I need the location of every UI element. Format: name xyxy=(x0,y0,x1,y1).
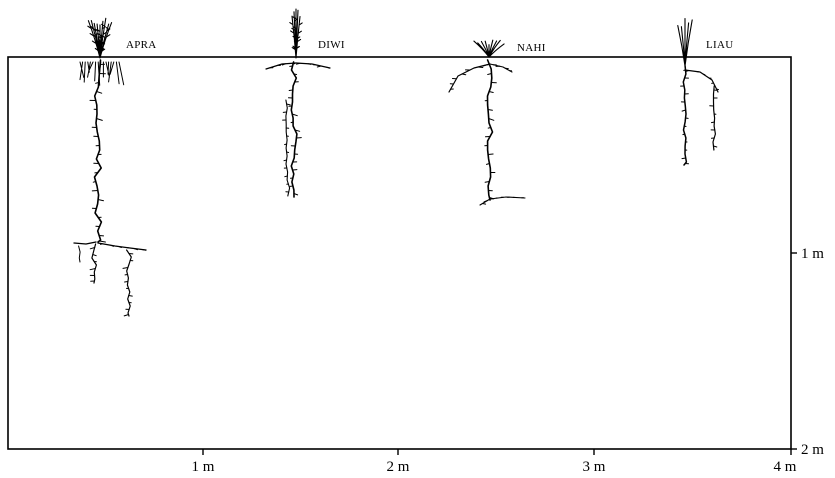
diwi-secondary xyxy=(285,99,291,197)
nahi-lateral-left xyxy=(448,63,491,93)
diwi-taproot-hairs xyxy=(288,65,302,196)
liau-branch-hairs xyxy=(709,89,718,148)
apra-taproot xyxy=(93,59,103,243)
apra-branch-a xyxy=(91,243,97,284)
apra-taproot-hairs xyxy=(89,63,106,243)
plant-apra-root-system xyxy=(73,17,147,317)
plant-label-nahi: NAHI xyxy=(517,42,546,54)
apra-branch-b-hairs xyxy=(122,253,134,317)
x-tick-label-2m: 2 m xyxy=(387,459,410,475)
x-tick-label-3m: 3 m xyxy=(583,459,606,475)
plant-liau-root-system xyxy=(677,18,719,166)
plant-label-apra: APRA xyxy=(126,39,157,51)
x-tick-label-1m: 1 m xyxy=(192,459,215,475)
diwi-secondary-hairs xyxy=(282,103,291,193)
liau-lateral-hairs xyxy=(685,70,719,91)
y-tick-label-1m: 1 m xyxy=(801,246,824,262)
nahi-lateral-right-hairs xyxy=(492,64,512,72)
apra-branch-b xyxy=(126,249,132,317)
diwi-lateral-right-hairs xyxy=(296,62,331,69)
liau-lateral xyxy=(684,69,719,93)
y-tick-label-2m: 2 m xyxy=(801,442,824,458)
soil-profile-frame xyxy=(7,56,792,450)
diwi-shoot xyxy=(289,8,303,59)
plant-nahi-root-system xyxy=(448,39,526,206)
apra-branch-c xyxy=(78,245,81,263)
x-tick-label-4m: 4 m xyxy=(774,459,797,475)
apra-lateral-right-hairs xyxy=(100,243,147,251)
nahi-lateral-left-hairs xyxy=(449,64,487,90)
plant-label-liau: LIAU xyxy=(706,39,733,51)
apra-branch-a-hairs xyxy=(89,247,97,282)
apra-shoot xyxy=(87,17,113,59)
plant-label-diwi: DIWI xyxy=(318,39,345,51)
nahi-shoot xyxy=(473,39,505,58)
apra-lateral-left xyxy=(73,241,97,245)
plant-diwi-root-system xyxy=(265,8,331,198)
liau-branch xyxy=(712,85,716,151)
liau-shoot xyxy=(677,18,693,67)
liau-taproot-hairs xyxy=(680,69,689,165)
nahi-base-lateral-hairs xyxy=(482,196,525,205)
x-axis xyxy=(202,449,792,455)
nahi-taproot-hairs xyxy=(484,64,497,200)
diwi-lateral-right xyxy=(295,62,331,69)
y-axis xyxy=(791,252,797,450)
apra-lateral-right xyxy=(97,242,147,251)
nahi-taproot xyxy=(486,59,494,201)
